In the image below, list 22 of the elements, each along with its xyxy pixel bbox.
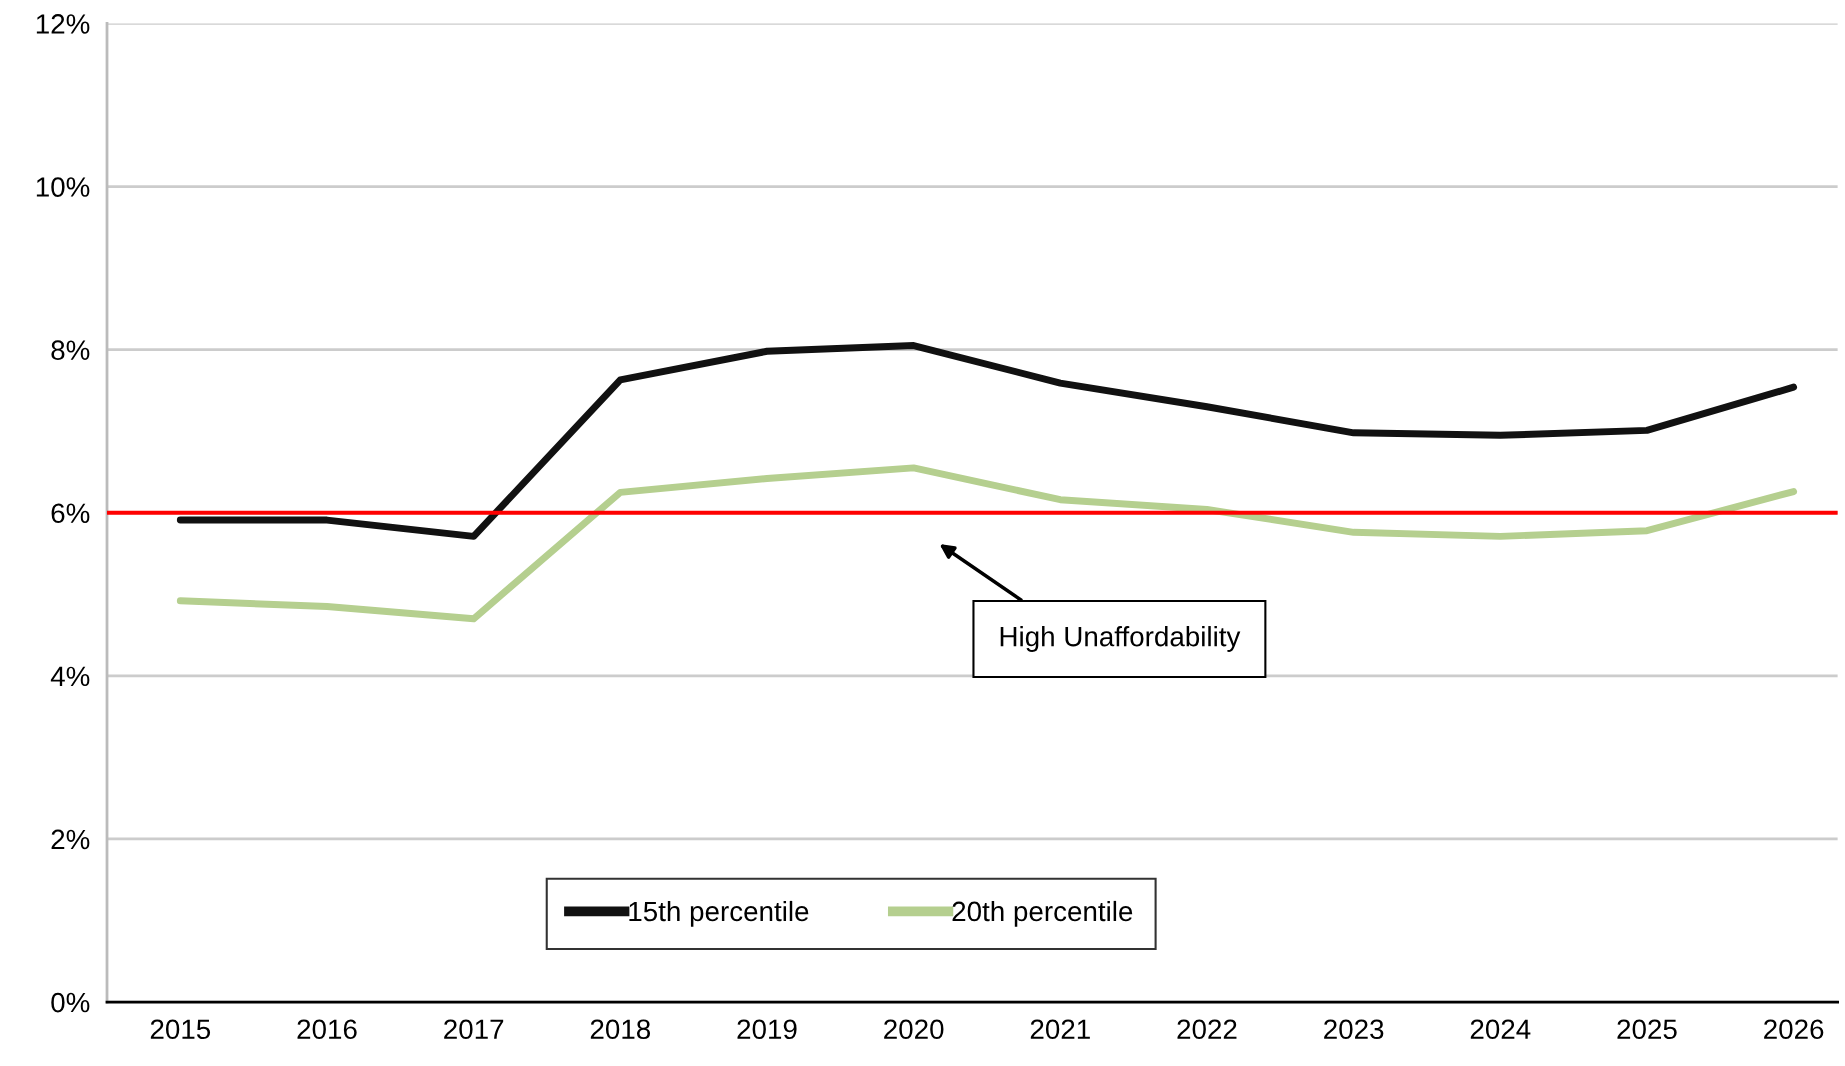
y-tick-label: 10%: [36, 177, 90, 197]
x-tick-label: 2016: [297, 1019, 357, 1040]
y-tick-label: 2%: [51, 829, 90, 850]
x-tick-label: 2015: [150, 1019, 211, 1040]
x-tick-label: 2017: [444, 1019, 504, 1040]
y-tick-label: 6%: [51, 503, 90, 524]
x-tick-label: 2025: [1617, 1019, 1677, 1040]
x-tick-label: 2023: [1324, 1019, 1384, 1040]
annotation: High Unaffordability: [1000, 626, 1241, 652]
legend-label: 15th percentile: [629, 900, 809, 927]
x-tick-label: 2019: [737, 1019, 797, 1040]
y-tick-label: 0%: [51, 992, 90, 1013]
x-tick-label: 2026: [1764, 1019, 1824, 1040]
x-tick-label: 2021: [1030, 1019, 1090, 1040]
x-tick-label: 2022: [1177, 1019, 1237, 1040]
y-tick-label: 8%: [51, 340, 90, 360]
x-tick-label: 2020: [884, 1019, 944, 1040]
y-tick-label: 4%: [50, 666, 90, 687]
y-tick-label: 12%: [36, 14, 90, 34]
legend-label: 20th percentile: [952, 900, 1133, 927]
x-tick-label: 2018: [590, 1019, 651, 1040]
x-tick-label: 2024: [1470, 1019, 1531, 1040]
